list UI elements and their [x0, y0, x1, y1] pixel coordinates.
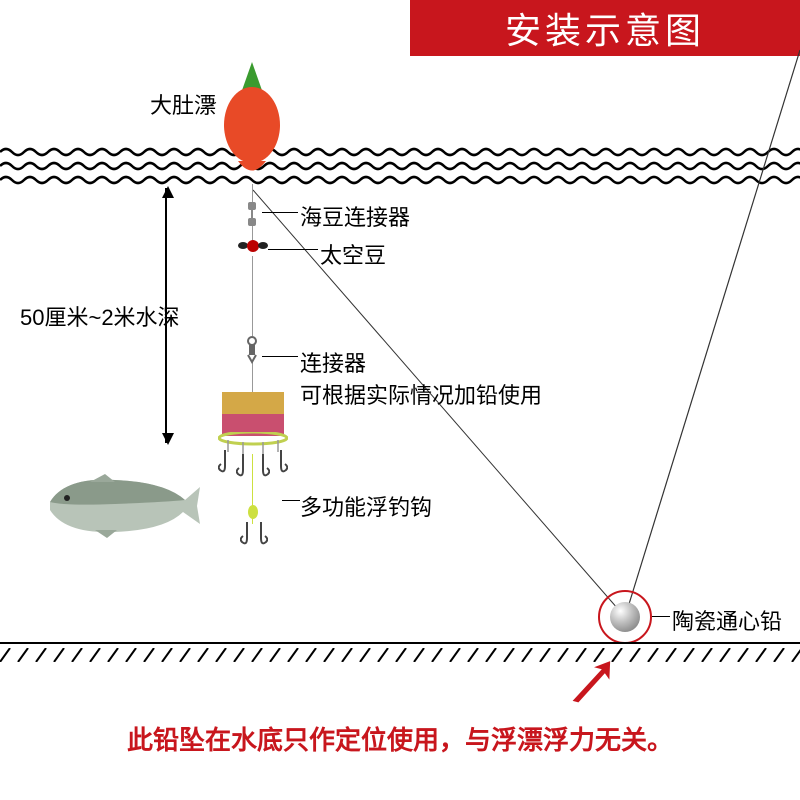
space-bean-label: 太空豆 [320, 238, 386, 270]
lead-line [262, 212, 298, 213]
rig-line [252, 360, 253, 392]
lead-line [652, 616, 670, 617]
connector-swivel-icon [244, 336, 260, 364]
sinker-highlight-circle [598, 590, 652, 644]
hook-icon [218, 450, 232, 476]
multi-hook-label: 多功能浮钓钩 [300, 490, 432, 522]
hook-icon [240, 522, 254, 548]
arrow-down-icon [162, 433, 174, 445]
depth-label: 50厘米~2米水深 [20, 300, 180, 332]
bottom-note: 此铅坠在水底只作定位使用，与浮漂浮力无关。 [0, 720, 800, 757]
lead-line [282, 500, 300, 501]
hook-icon [256, 454, 270, 480]
ground-hatching [0, 648, 800, 662]
ceramic-sinker-label: 陶瓷通心铅 [672, 604, 782, 636]
lead-line [262, 356, 298, 357]
lead-line [268, 249, 318, 250]
connector-label: 连接器 [300, 346, 366, 378]
title-text: 安装示意图 [505, 2, 705, 54]
rig-bead-icon [248, 505, 258, 519]
float-label: 大肚漂 [150, 88, 216, 120]
red-arrow-icon [570, 658, 620, 708]
title-bar: 安装示意图 [410, 0, 800, 56]
water-wave [0, 160, 800, 172]
ground-line [0, 642, 800, 644]
sea-bean-label: 海豆连接器 [300, 200, 410, 232]
fish-icon [45, 472, 200, 540]
arrow-up-icon [162, 186, 174, 198]
bait-box-icon [222, 392, 284, 436]
rig-line [252, 256, 253, 336]
hook-icon [236, 454, 250, 480]
float-body-icon [223, 85, 281, 185]
sea-bean-connector-icon [244, 200, 260, 228]
hook-icon [274, 450, 288, 476]
add-lead-label: 可根据实际情况加铅使用 [300, 378, 542, 410]
hook-icon [254, 522, 268, 548]
water-wave [0, 146, 800, 158]
space-bean-side-icon [258, 242, 268, 249]
water-wave [0, 174, 800, 186]
